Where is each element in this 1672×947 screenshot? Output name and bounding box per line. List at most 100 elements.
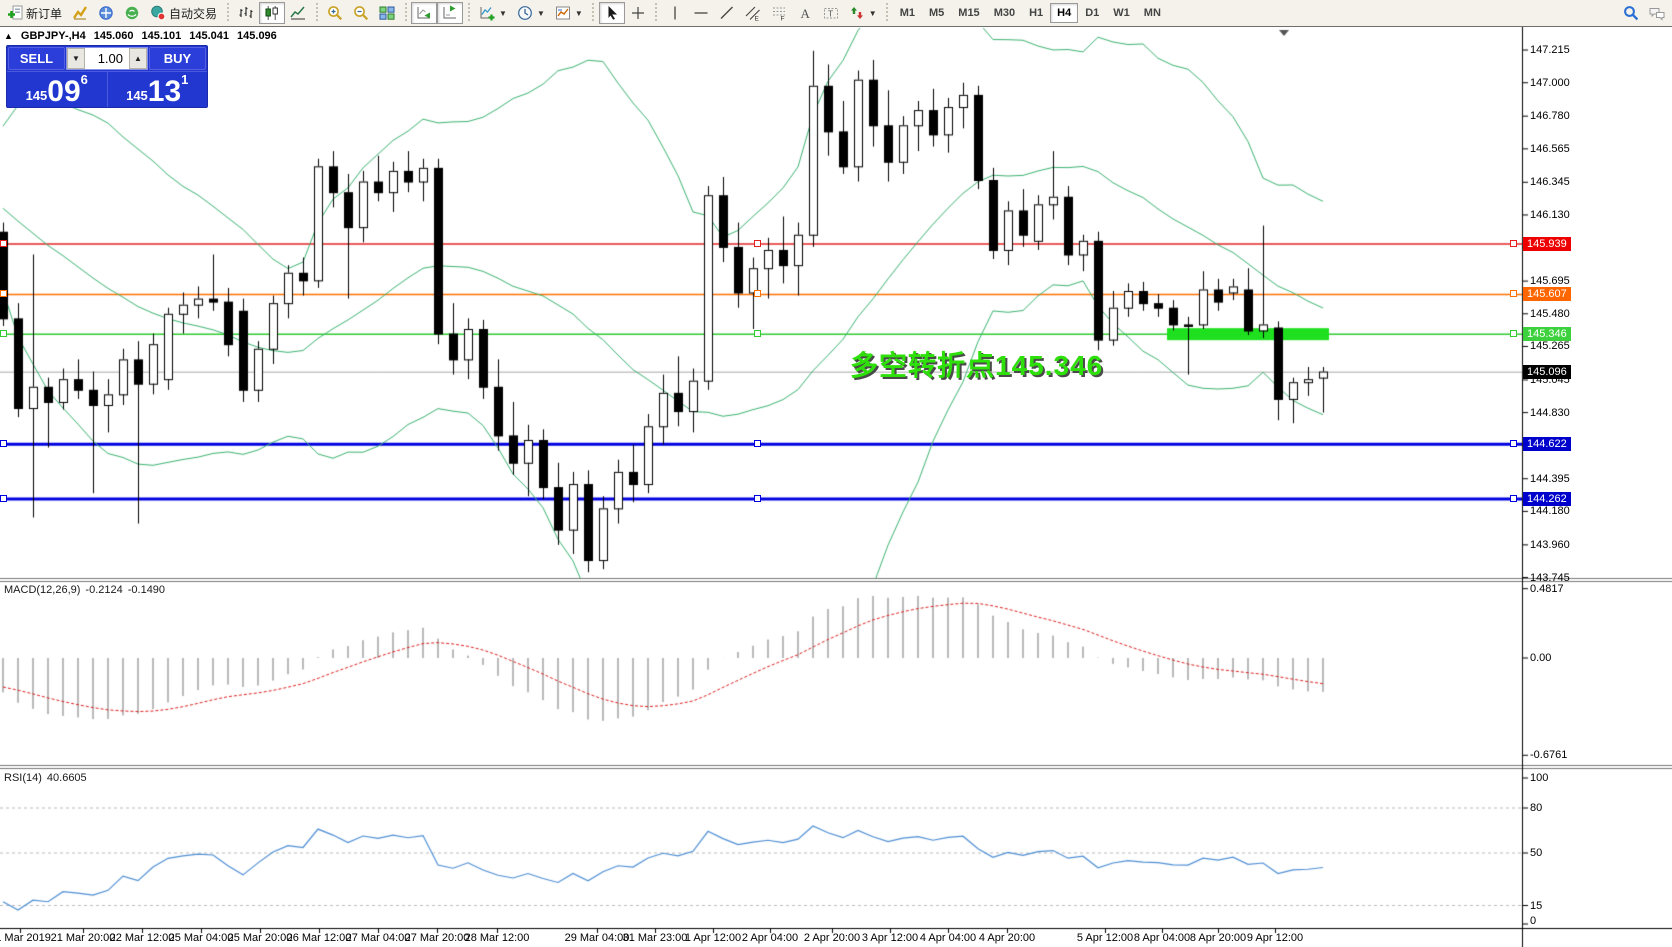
tile-windows-button[interactable] [374,2,400,24]
time-axis-label: 27 Mar 20:00 [404,932,470,944]
price-axis-label: 143.745 [1530,571,1570,584]
price-tag-support-line-1[interactable]: 144.622 [1523,437,1571,452]
line-handle[interactable] [1510,240,1517,248]
templates-dropdown-caret[interactable]: ▼ [574,8,583,18]
rsi-pane-label: RSI(14) 40.6605 [4,772,87,784]
chart-collapse-icon[interactable]: ▲ [4,31,13,41]
sell-button[interactable]: SELL [8,47,65,70]
arrows-dropdown-caret[interactable]: ▼ [868,8,877,18]
time-axis-label: 9 Apr 12:00 [1246,932,1304,944]
new-order-icon [8,5,23,20]
templates-button[interactable]: ▼ [550,2,588,24]
price-axis-label: 145.695 [1530,275,1570,288]
chat-button[interactable] [1644,2,1670,24]
timeframe-h4-button[interactable]: H4 [1050,3,1079,23]
volume-input[interactable]: 1.00 [97,51,123,66]
line-handle[interactable] [0,440,7,448]
main-toolbar: 新订单 自动交易 ▼ ▼ ▼ E F A T ▼ M1 M5 M15 M30 H1 H4 D1 W1 MN [0,0,1672,27]
price-tag-pivot-line[interactable]: 145.346 [1523,327,1571,342]
autotrade-icon [151,5,166,21]
price-axis-label: 143.960 [1530,538,1570,551]
alerts-button[interactable] [119,2,145,24]
line-handle[interactable] [1510,290,1517,298]
price-tag-resistance-line-1[interactable]: 145.939 [1523,237,1571,252]
line-chart-button[interactable] [285,2,311,24]
line-handle[interactable] [0,494,7,502]
crosshair-button[interactable] [625,2,651,24]
candles-icon [265,6,278,20]
vertical-line-button[interactable] [662,2,688,24]
buy-price[interactable]: 145 13 1 [108,72,208,107]
timeframe-m15-button[interactable]: M15 [958,7,980,19]
search-button[interactable] [1618,2,1644,24]
fibonacci-icon: F [772,7,785,22]
line-handle[interactable] [754,440,761,448]
line-handle[interactable] [754,330,761,338]
line-handle[interactable] [0,330,7,338]
auto-scroll-button[interactable] [411,2,438,24]
line-handle[interactable] [754,290,761,298]
arrows-icon [850,7,863,19]
zoom-out-icon [354,6,369,21]
periods-button[interactable]: ▼ [512,2,550,24]
timeframe-m1-button[interactable]: M1 [899,7,915,19]
line-handle[interactable] [0,290,7,298]
equidistant-channel-button[interactable]: E [740,2,766,24]
new-order-button[interactable]: 新订单 [2,2,67,24]
price-axis-label: 144.395 [1530,472,1570,485]
trendline-button[interactable] [714,2,740,24]
toolbar-separator [403,3,409,23]
time-axis-label: 31 Mar 23:00 [622,932,688,944]
zoom-out-button[interactable] [348,2,374,24]
chart-shift-icon [443,5,457,19]
line-handle[interactable] [1510,494,1517,502]
price-axis-label: 145.265 [1530,340,1570,353]
price-tag-support-line-2[interactable]: 144.262 [1523,491,1571,506]
arrows-button[interactable]: ▼ [844,2,882,24]
line-handle[interactable] [0,240,7,248]
bar-chart-button[interactable] [233,2,259,24]
line-handle[interactable] [1510,330,1517,338]
high-value: 145.101 [141,30,182,42]
line-handle[interactable] [1510,440,1517,448]
time-axis-label: 22 Mar 12:00 [109,932,175,944]
line-handle[interactable] [754,240,761,248]
timeframe-m5-button[interactable]: M5 [929,7,945,19]
cursor-button[interactable] [598,2,625,24]
time-axis-label: 2 Apr 20:00 [803,932,861,944]
navigator-button[interactable] [93,2,119,24]
indicators-button[interactable]: ▼ [474,2,512,24]
chat-icon [1649,8,1665,21]
sell-price[interactable]: 145 09 6 [7,72,108,107]
fibonacci-button[interactable]: F [766,2,792,24]
chart-shift-button[interactable] [437,2,464,24]
volume-increase-button[interactable]: ▲ [129,48,147,69]
zoom-in-button[interactable] [322,2,348,24]
price-axis-label: 145.480 [1530,307,1570,320]
buy-price-base: 145 [126,88,148,103]
market-watch-button[interactable] [67,2,93,24]
timeframe-w1-button[interactable]: W1 [1113,7,1130,19]
volume-decrease-button[interactable]: ▼ [67,48,85,69]
candlestick-chart-button[interactable] [259,2,286,24]
periods-dropdown-caret[interactable]: ▼ [536,8,545,18]
time-axis-label: 21 Mar 2019 [0,932,51,944]
price-axis-label: 146.780 [1530,110,1570,123]
text-label-button[interactable]: T [818,2,844,24]
timeframe-h1-button[interactable]: H1 [1029,7,1044,19]
chart-annotation-text[interactable]: 多空转折点145.346 [850,350,1104,381]
text-button[interactable]: A [792,2,818,24]
timeframe-m30-button[interactable]: M30 [993,7,1016,19]
auto-scroll-icon [417,7,431,19]
line-handle[interactable] [754,494,761,502]
price-tag-resistance-line-2[interactable]: 145.607 [1523,287,1571,302]
timeframe-d1-button[interactable]: D1 [1085,7,1100,19]
svg-text:F: F [780,16,784,22]
horizontal-line-button[interactable] [688,2,714,24]
timeframe-mn-button[interactable]: MN [1143,7,1161,19]
buy-button[interactable]: BUY [149,47,206,70]
autotrade-button[interactable]: 自动交易 [145,2,222,24]
line-icon [290,6,306,20]
indicators-dropdown-caret[interactable]: ▼ [499,8,507,18]
